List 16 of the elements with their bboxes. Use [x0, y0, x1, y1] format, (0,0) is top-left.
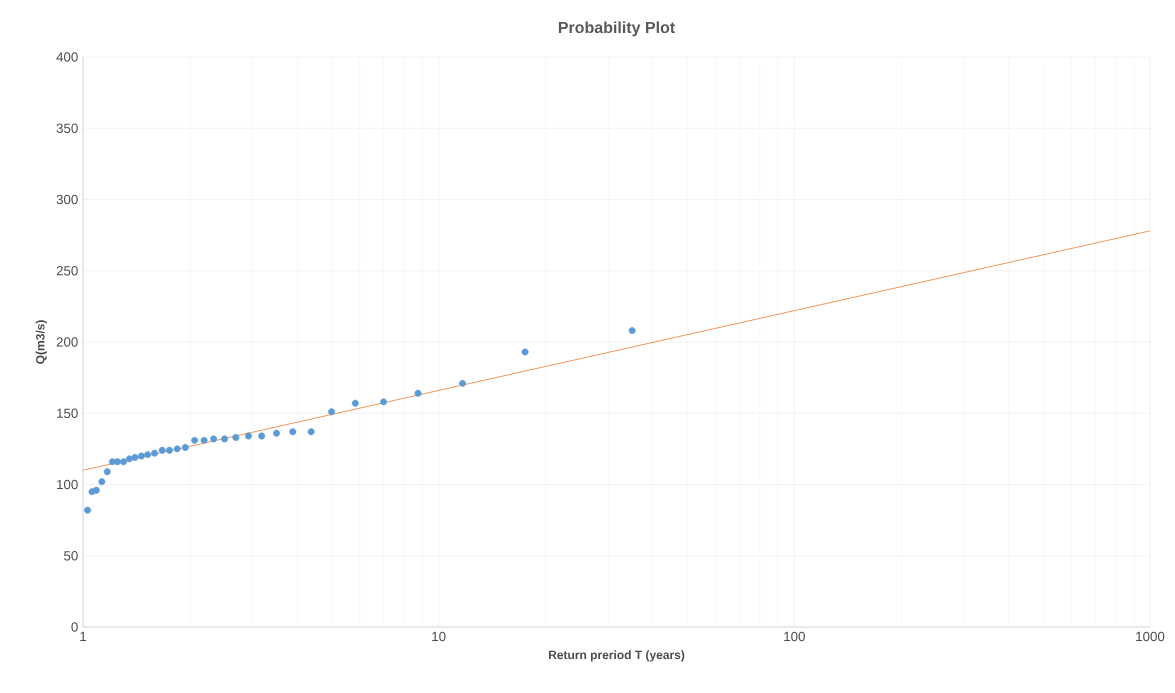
- y-tick-label: 350: [56, 123, 78, 133]
- y-tick-label: 100: [57, 479, 78, 490]
- x-tick-label: 100: [784, 631, 805, 642]
- y-tick-label: 50: [64, 551, 78, 561]
- x-tick-label: 10: [432, 631, 446, 642]
- x-tick-label: 1000: [1136, 631, 1165, 642]
- y-tick-label: 300: [56, 194, 78, 205]
- y-axis-title: Q(m3/s): [35, 320, 47, 364]
- y-tick-label: 250: [56, 266, 78, 276]
- y-tick-label: 150: [57, 408, 78, 418]
- chart-title: Probability Plot: [558, 21, 675, 37]
- y-tick-label: 200: [56, 337, 78, 347]
- y-tick-label: 0: [71, 622, 78, 632]
- x-tick-label: 1: [80, 631, 87, 641]
- x-axis-title: Return preriod T (years): [548, 650, 685, 662]
- y-tick-label: 400: [56, 52, 78, 62]
